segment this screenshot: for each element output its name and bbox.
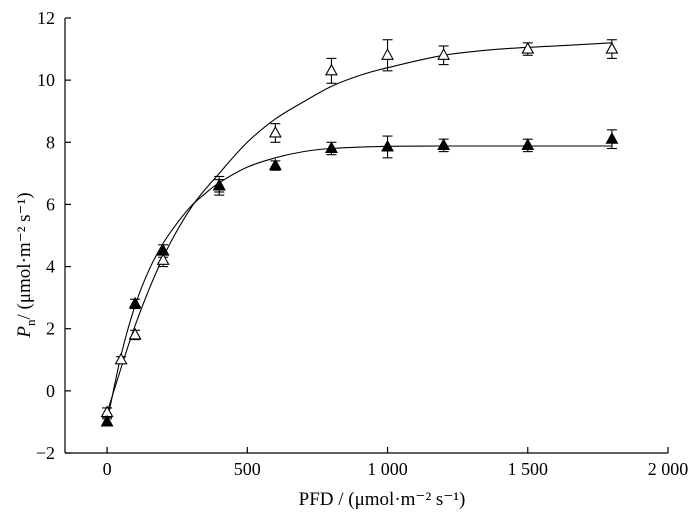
open-triangle-point [381,48,394,60]
y-tick-label: 10 [37,70,55,90]
open-triangle-point [605,41,619,54]
open-triangle-point [437,48,451,60]
x-tick-label: 2 000 [648,459,689,479]
tick-labels: 0 500 1 000 1 500 2 000 −2 0 2 4 6 8 10 12 [36,8,688,479]
tick-marks [65,17,669,454]
x-tick-label: 1 500 [508,459,549,479]
y-axis-title: Pn/ (μmol·m⁻² s⁻¹) [14,192,38,338]
filled-triangle-point [437,138,451,150]
open-triangle-point [521,41,535,54]
fit-curve-series-2 [106,145,612,423]
filled-triangle-point [325,141,338,154]
y-tick-label: 6 [46,194,55,214]
error-bars [102,39,617,426]
y-axis-subscript: n [23,319,38,326]
open-triangle-point [156,253,170,265]
open-triangle-point [128,327,142,340]
open-triangle-point [114,352,128,365]
y-axis-symbol: P [14,326,35,339]
open-triangle-point [268,125,282,138]
x-tick-label: 0 [103,459,112,479]
y-tick-label: 12 [37,8,55,28]
y-axis-unit: / (μmol·m⁻² s⁻¹) [14,192,35,319]
filled-triangle-point [156,243,170,256]
fit-curves [106,42,612,423]
x-axis-title: PFD / (μmol·m⁻² s⁻¹) [299,489,466,510]
x-tick-label: 500 [234,459,261,479]
x-tick-label: 1 000 [367,459,408,479]
filled-triangle-point [128,296,142,309]
y-tick-label: 4 [46,257,55,277]
fit-curve-series-1 [106,42,612,413]
filled-triangle-point [212,178,226,191]
filled-triangle-point [605,132,619,144]
y-tick-label: 2 [46,319,55,339]
filled-triangle-point [268,158,282,171]
open-triangle-point [325,63,338,76]
data-markers [100,41,619,427]
y-tick-label: 0 [46,381,55,401]
filled-triangle-point [381,139,394,152]
y-tick-label: −2 [36,443,55,463]
filled-triangle-point [100,414,114,427]
filled-triangle-point [521,138,535,150]
axes [64,18,668,454]
y-tick-label: 8 [46,132,55,152]
